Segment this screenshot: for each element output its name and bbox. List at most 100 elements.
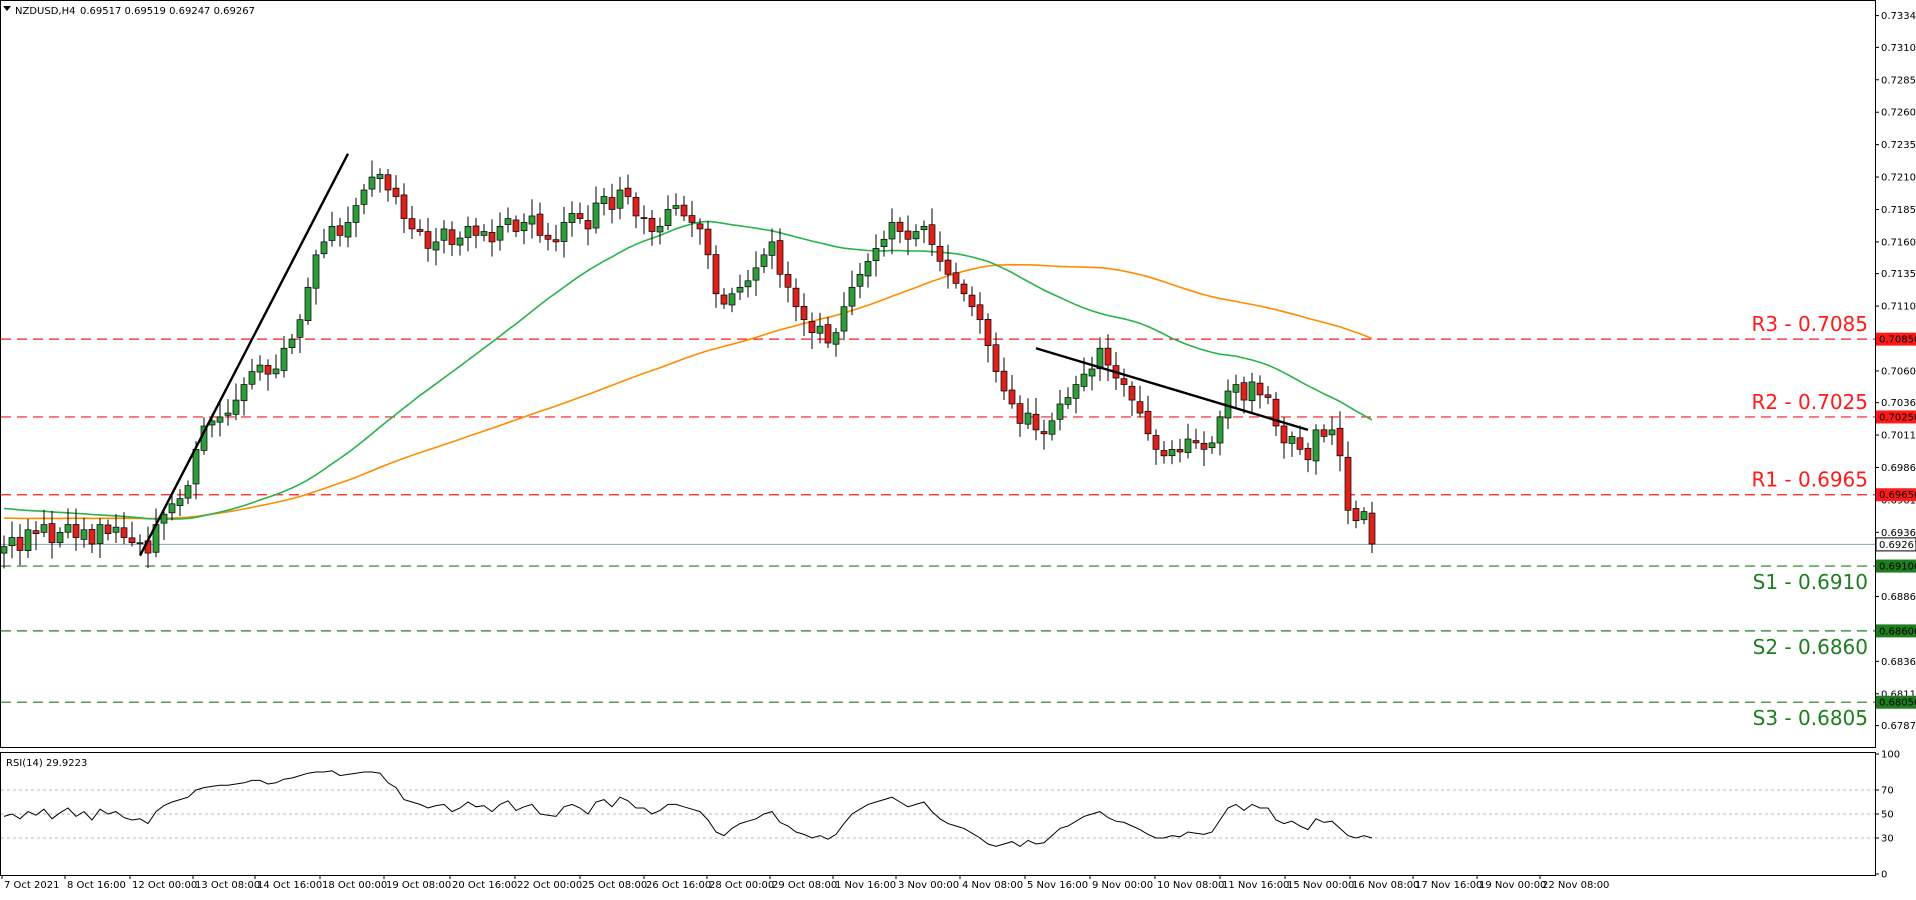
candle-bear <box>1160 450 1168 457</box>
level-label-s1: S1 - 0.6910 <box>1753 570 1868 594</box>
candle-bear <box>1280 425 1288 444</box>
candle-bull <box>328 225 336 241</box>
candle-bull <box>1208 442 1216 449</box>
moving-average-slow <box>4 263 1373 520</box>
support-resistance-levels: R3 - 0.7085 R2 - 0.7025 R1 - 0.6965 S1 - 0.… <box>1 312 1875 730</box>
current-price-tag <box>1875 537 1916 552</box>
time-tick-label: 26 Oct 16:00 <box>646 880 711 891</box>
price-tick-label: 0.70605 <box>1881 366 1916 377</box>
rsi-tick-label: 100 <box>1881 750 1900 761</box>
candle-bull <box>864 260 872 277</box>
candle-bear <box>1176 449 1184 453</box>
candle-bull <box>296 319 304 338</box>
candle-bull <box>496 225 504 241</box>
candle-bull <box>1232 384 1240 393</box>
rsi-tick-label: 50 <box>1881 810 1894 821</box>
candle-bear <box>88 529 96 545</box>
candle-bear <box>1352 508 1360 522</box>
main-panel-frame <box>0 0 1876 748</box>
candle-bull <box>360 189 368 205</box>
candle-bull <box>256 364 264 373</box>
time-tick-label: 22 Nov 08:00 <box>1542 880 1609 891</box>
candle-bull <box>248 371 256 385</box>
candle-bull <box>832 332 840 345</box>
candle-bull <box>840 306 848 332</box>
candle-bear <box>384 174 392 191</box>
price-tick-label: 0.68115 <box>1881 689 1916 700</box>
time-tick-label: 11 Nov 16:00 <box>1222 880 1289 891</box>
time-tick-label: 20 Oct 16:00 <box>452 880 517 891</box>
candle-bear <box>1344 456 1352 511</box>
candle-bear <box>800 306 808 321</box>
rsi-title: RSI(14) 29.9223 <box>6 758 87 769</box>
level-price-tag <box>1876 410 1916 424</box>
candle-bull <box>1080 373 1088 387</box>
candle-bull <box>1360 511 1368 521</box>
candle-bear <box>512 219 520 232</box>
candle-bear <box>1272 398 1280 427</box>
candle-bear <box>408 218 416 230</box>
candle-bear <box>104 524 112 534</box>
candle-bear <box>336 225 344 236</box>
candle-bull <box>760 254 768 267</box>
candle-bull <box>872 248 880 262</box>
time-tick-label: 29 Oct 08:00 <box>772 880 837 891</box>
candle-bear <box>1120 378 1128 385</box>
candle-bull <box>240 384 248 402</box>
candle-bull <box>0 546 8 554</box>
level-label-r3: R3 - 0.7085 <box>1751 312 1868 336</box>
rsi-line-path <box>3 770 1373 848</box>
candle-bear <box>1000 370 1008 392</box>
candle-bear <box>784 274 792 288</box>
time-tick-label: 15 Nov 00:00 <box>1287 880 1354 891</box>
candle-bull <box>1024 412 1032 425</box>
candle-bull <box>1288 436 1296 444</box>
candle-bull <box>1248 381 1256 402</box>
candle-bull <box>1072 384 1080 399</box>
price-tick-label: 0.68865 <box>1881 592 1916 603</box>
candle-bull <box>136 542 144 545</box>
candle-bull <box>464 225 472 238</box>
candle-bull <box>232 399 240 415</box>
level-price-tag <box>1876 488 1916 502</box>
time-tick-label: 25 Oct 08:00 <box>582 880 647 891</box>
candle-bull <box>160 513 168 524</box>
candlesticks <box>0 160 1376 569</box>
candle-bull <box>184 485 192 499</box>
candle-bear <box>1192 440 1200 444</box>
level-price-tag <box>1876 624 1916 638</box>
symbol-dropdown-icon[interactable] <box>3 6 11 11</box>
candle-bull <box>280 347 288 371</box>
candle-bear <box>72 524 80 538</box>
candle-bear <box>1304 447 1312 461</box>
candle-bear <box>624 187 632 197</box>
candle-bull <box>96 524 104 544</box>
time-tick-label: 9 Nov 00:00 <box>1092 880 1153 891</box>
candle-bull <box>600 196 608 204</box>
candle-bull <box>848 286 856 307</box>
candle-bear <box>1200 442 1208 450</box>
candle-bull <box>440 228 448 241</box>
time-tick-label: 13 Oct 08:00 <box>195 880 260 891</box>
time-tick-label: 19 Nov 00:00 <box>1479 880 1546 891</box>
candle-bull <box>24 529 32 552</box>
candle-bear <box>576 213 584 219</box>
candle-bull <box>1312 429 1320 462</box>
time-tick-label: 3 Nov 00:00 <box>898 880 959 891</box>
candle-bull <box>504 218 512 225</box>
price-tick-label: 0.71105 <box>1881 302 1916 313</box>
candle-bear <box>120 527 128 538</box>
candle-bull <box>888 222 896 240</box>
candle-bull <box>912 231 920 240</box>
moving-averages <box>3 220 1373 520</box>
rsi-axis: 100 70 50 30 0 <box>1875 750 1900 881</box>
symbol-label: NZDUSD,H4 <box>15 6 75 17</box>
candle-bear <box>128 537 136 544</box>
